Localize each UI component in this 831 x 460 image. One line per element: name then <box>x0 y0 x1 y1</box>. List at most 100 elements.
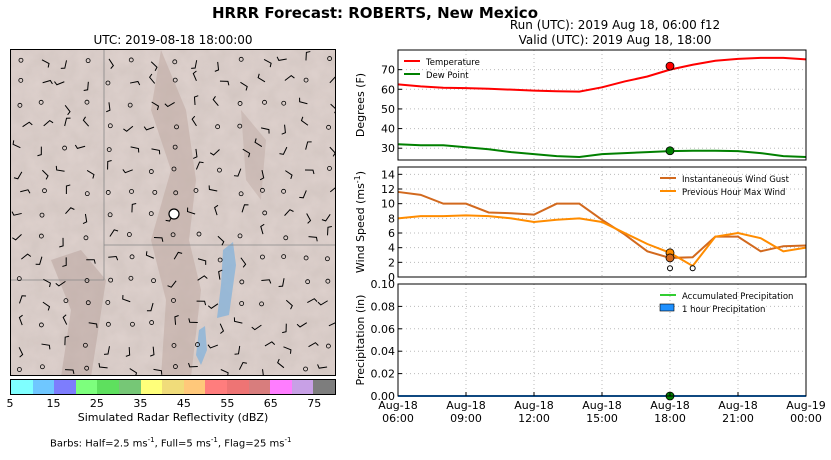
wind-barb <box>42 79 53 85</box>
calm-wind-marker <box>85 58 91 64</box>
calm-wind-marker <box>238 56 244 62</box>
valid-time-marker <box>665 253 675 263</box>
colorbar-swatch <box>11 380 33 394</box>
legend-swatch <box>659 303 675 312</box>
calm-wind-marker <box>106 147 112 153</box>
wind-barb <box>242 148 251 158</box>
calm-wind-marker <box>171 166 177 172</box>
wind-barb <box>207 303 219 309</box>
calm-wind-marker <box>108 277 114 283</box>
wind-barb <box>12 234 22 241</box>
colorbar-tick-label: 15 <box>46 397 61 410</box>
wind-barb <box>306 213 312 224</box>
wind-barb <box>191 60 198 69</box>
wind-barb <box>207 344 219 349</box>
wind-barb <box>305 51 311 61</box>
calm-wind-marker <box>237 101 243 106</box>
calm-wind-marker <box>173 190 179 196</box>
wind-barb <box>195 161 204 170</box>
calm-wind-marker <box>327 56 333 61</box>
plot-frame <box>397 49 807 161</box>
wind-barb <box>174 315 179 325</box>
wind-barb <box>186 207 196 215</box>
wind-barb <box>219 80 230 86</box>
calm-wind-marker <box>325 256 330 262</box>
x-tick-label: Aug-19 <box>786 399 825 412</box>
wind-barb <box>64 117 71 127</box>
colorbar-swatch <box>118 380 141 394</box>
calm-wind-marker <box>281 254 287 259</box>
valid-time-marker <box>665 146 675 156</box>
colorbar-swatch <box>75 380 98 394</box>
wind-barb <box>329 187 335 193</box>
barb-note: Barbs: Half=2.5 ms-1, Full=5 ms-1, Flag=… <box>50 436 292 450</box>
calm-wind-marker <box>303 255 309 261</box>
calm-wind-marker <box>84 99 90 105</box>
wind-barb <box>41 343 51 350</box>
x-tick-label: 15:00 <box>586 412 618 425</box>
calm-wind-marker <box>39 212 45 218</box>
x-tick-label: Aug-18 <box>378 399 417 412</box>
wind-barb <box>167 280 177 288</box>
wind-barb <box>59 237 64 248</box>
y-axis-label: Wind Speed (ms-1) <box>353 171 368 273</box>
y-tick-label: 0.06 <box>371 323 396 336</box>
wind-barb <box>208 185 218 192</box>
calm-wind-marker <box>193 188 199 193</box>
calm-wind-marker <box>217 257 223 263</box>
wind-barb <box>300 116 309 126</box>
calm-wind-marker <box>42 188 47 194</box>
wind-barb <box>214 204 219 216</box>
calm-wind-marker <box>130 321 135 327</box>
colorbar <box>10 379 336 395</box>
y-tick-label: 40 <box>381 123 395 136</box>
calm-wind-marker <box>239 279 245 285</box>
x-tick-label: 18:00 <box>654 412 686 425</box>
wind-barb <box>131 203 137 213</box>
legend-label: Previous Hour Max Wind <box>682 188 785 198</box>
wind-barb <box>299 97 308 105</box>
legend-label: Instantaneous Wind Gust <box>682 175 790 185</box>
wind-barb <box>284 209 294 216</box>
wind-barb <box>43 278 51 288</box>
wind-barb <box>209 149 220 156</box>
radar-map <box>10 49 336 376</box>
x-tick-label: 12:00 <box>518 412 550 425</box>
wind-barb <box>145 251 155 259</box>
colorbar-swatch <box>162 380 184 394</box>
calm-wind-marker <box>62 145 68 151</box>
calm-wind-marker <box>18 77 24 83</box>
wind-barb <box>41 169 49 180</box>
calm-wind-marker <box>174 124 179 130</box>
wind-barb <box>317 300 328 306</box>
wind-barb <box>18 347 24 358</box>
x-tick-label: Aug-18 <box>650 399 689 412</box>
calm-wind-marker <box>105 300 111 305</box>
x-tick-label: Aug-18 <box>514 399 553 412</box>
wind-barb <box>308 236 318 242</box>
calm-wind-marker <box>217 167 222 173</box>
series-line <box>397 190 807 259</box>
calm-wind-marker <box>105 80 111 86</box>
calm-wind-marker <box>105 321 111 327</box>
calm-wind-marker <box>170 232 176 238</box>
plot-frame <box>397 166 807 278</box>
calm-wind-marker <box>126 232 132 237</box>
wind-barb <box>278 278 285 287</box>
wind-barb <box>43 119 54 127</box>
y-tick-label: 0.08 <box>371 300 396 313</box>
wind-barb <box>193 95 199 106</box>
wind-barb <box>41 59 50 68</box>
wind-barb <box>259 169 265 181</box>
wind-barb <box>11 211 22 216</box>
colorbar-swatch <box>54 380 76 394</box>
wind-barb <box>218 269 223 280</box>
figure-title: HRRR Forecast: ROBERTS, New Mexico <box>211 4 538 22</box>
calm-wind-marker <box>149 320 155 325</box>
wind-barb <box>328 322 335 327</box>
calm-wind-marker <box>38 322 44 328</box>
wind-barb <box>296 322 308 328</box>
wind-barb <box>260 223 265 235</box>
wind-barb <box>220 369 229 375</box>
